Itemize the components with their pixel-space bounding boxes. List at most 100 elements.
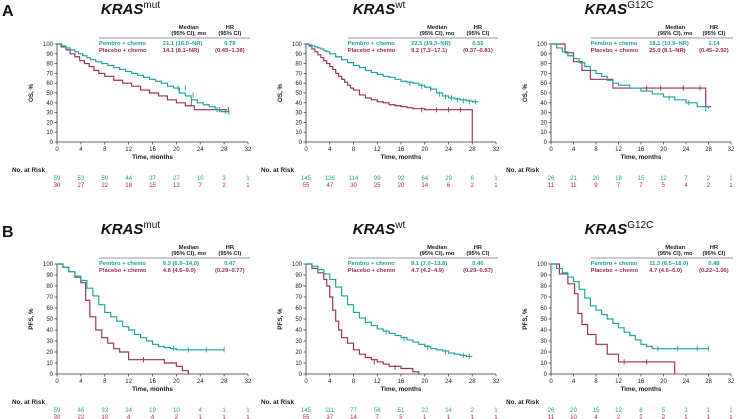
x-tick-label: 32 — [728, 379, 735, 385]
km-curve-pembro — [306, 263, 473, 357]
x-tick-label: 0 — [304, 379, 308, 385]
legend-median: 9.3 (6.9–14.0) — [163, 261, 199, 267]
x-tick-label: 28 — [469, 379, 476, 385]
title-superscript: wt — [394, 220, 405, 231]
legend-name: Pembro + chemo — [99, 41, 146, 47]
legend-hr: (0.45–1.38) — [215, 48, 245, 54]
y-tick-label: 10 — [295, 130, 302, 136]
risk-count-placebo: 2 — [662, 414, 666, 419]
y-tick-label: 60 — [295, 306, 302, 312]
y-tick-label: 40 — [540, 101, 547, 107]
x-tick-label: 20 — [173, 147, 180, 153]
legend-median: 4.7 (4.2–4.9) — [411, 268, 444, 274]
risk-count-placebo: 1 — [246, 182, 250, 189]
risk-count-pembro: 1 — [246, 407, 250, 414]
risk-table-header: No. at Risk — [506, 399, 539, 406]
y-tick-label: 20 — [46, 350, 53, 356]
risk-count-placebo: 2 — [639, 414, 643, 419]
chart-panel-b-mut: KRASmut Median(95% CI), mo HR(95% CI) Pembr… — [12, 220, 252, 419]
legend-median: 4.7 (4.6–6.0) — [649, 268, 682, 274]
x-tick-label: 0 — [549, 147, 553, 153]
risk-count-placebo: 30 — [54, 182, 61, 189]
legend-header-median: Median — [427, 245, 447, 251]
risk-count-pembro: 22 — [421, 407, 428, 414]
risk-count-placebo: 2 — [222, 182, 226, 189]
legend-median: 9.1 (7.0–13.8) — [411, 261, 447, 267]
x-tick-label: 0 — [55, 147, 59, 153]
x-tick-label: 20 — [660, 147, 667, 153]
legend-header-hr: HR — [710, 245, 719, 251]
legend-median: 9.2 (7.3–17.1) — [411, 48, 447, 54]
legend-header-hr-ci: (95% CI) — [702, 251, 725, 257]
chart-panel-b-wt: KRASwt Median(95% CI), mo HR(95% CI) Pembro… — [261, 220, 500, 419]
risk-count-placebo: 37 — [326, 414, 333, 419]
y-tick-label: 10 — [46, 130, 53, 136]
risk-count-placebo: 55 — [303, 414, 310, 419]
x-tick-label: 16 — [149, 147, 156, 153]
chart-panel-a-g12c: KRASG12C Median(95% CI), mo HR(95% CI) Pemb… — [506, 0, 735, 189]
y-axis-label: PFS, % — [522, 308, 529, 330]
legend-hr: (0.22–1.06) — [699, 268, 729, 274]
legend-header-hr: HR — [226, 25, 235, 31]
legend-header-hr: HR — [226, 245, 235, 251]
x-tick-label: 24 — [197, 379, 204, 385]
risk-table-header: No. at Risk — [12, 167, 45, 174]
risk-count-placebo: 5 — [399, 414, 403, 419]
risk-count-placebo: 15 — [149, 182, 156, 189]
x-tick-label: 20 — [421, 147, 428, 153]
y-tick-label: 100 — [292, 262, 303, 268]
legend-header-median-ci: (95% CI), mo — [171, 251, 206, 257]
x-tick-label: 12 — [374, 147, 381, 153]
legend-header-median: Median — [427, 25, 447, 31]
risk-count-placebo: 2 — [471, 182, 475, 189]
risk-count-placebo: 10 — [570, 414, 577, 419]
risk-count-pembro: 50 — [101, 175, 108, 182]
y-tick-label: 10 — [295, 361, 302, 367]
legend-header-hr-ci: (95% CI) — [702, 31, 725, 37]
y-tick-label: 30 — [295, 111, 302, 117]
risk-count-placebo: 4 — [684, 182, 688, 189]
risk-count-pembro: 20 — [593, 175, 600, 182]
legend-name: Pembro + chemo — [348, 41, 395, 47]
km-curve-pembro — [57, 263, 225, 351]
risk-count-pembro: 3 — [222, 175, 226, 182]
y-tick-label: 40 — [540, 328, 547, 334]
risk-count-placebo: 47 — [326, 182, 333, 189]
y-tick-label: 90 — [46, 273, 53, 279]
legend-hr: 0.55 — [472, 41, 484, 47]
legend-header-median-ci: (95% CI), mo — [171, 31, 206, 37]
risk-count-pembro: 6 — [471, 175, 475, 182]
x-tick-label: 16 — [398, 379, 405, 385]
y-tick-label: 70 — [295, 71, 302, 77]
y-tick-label: 60 — [295, 81, 302, 87]
x-tick-label: 16 — [149, 379, 156, 385]
x-tick-label: 12 — [125, 147, 132, 153]
risk-table-header: No. at Risk — [12, 399, 45, 406]
km-curve-placebo — [306, 43, 473, 142]
y-tick-label: 0 — [544, 372, 548, 378]
y-tick-label: 10 — [540, 361, 547, 367]
risk-count-pembro: 46 — [77, 407, 84, 414]
legend-hr: (0.37–0.81) — [463, 48, 493, 54]
risk-count-pembro: 59 — [54, 407, 61, 414]
legend-name: Pembro + chemo — [591, 41, 638, 47]
risk-count-pembro: 29 — [445, 175, 452, 182]
y-tick-label: 40 — [46, 101, 53, 107]
risk-count-pembro: 114 — [349, 175, 359, 182]
km-curve-placebo — [551, 263, 676, 374]
risk-count-placebo: 1 — [494, 182, 498, 189]
risk-count-placebo: 1 — [707, 414, 711, 419]
x-tick-label: 4 — [572, 147, 576, 153]
legend-header-median-ci: (95% CI), mo — [658, 251, 693, 257]
chart-panel-a-mut: KRASmut Median(95% CI), mo HR(95% CI) Pembr… — [12, 0, 252, 189]
x-tick-label: 8 — [352, 147, 356, 153]
legend-header-hr-ci: (95% CI) — [467, 31, 490, 37]
risk-count-pembro: 2 — [471, 407, 475, 414]
legend-header-median: Median — [179, 25, 199, 31]
risk-count-pembro: 21 — [570, 175, 577, 182]
y-tick-label: 90 — [46, 52, 53, 58]
risk-count-pembro: 1 — [494, 407, 498, 414]
risk-count-pembro: 26 — [548, 175, 555, 182]
risk-count-pembro: 99 — [374, 175, 381, 182]
legend-hr: 1.14 — [708, 41, 720, 47]
